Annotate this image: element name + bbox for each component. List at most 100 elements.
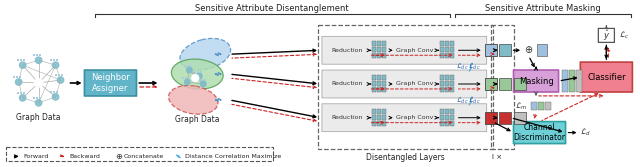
Bar bbox=[513, 112, 525, 124]
Bar bbox=[445, 115, 449, 120]
Ellipse shape bbox=[180, 38, 230, 70]
Text: Graph Conv: Graph Conv bbox=[396, 115, 433, 120]
Bar bbox=[440, 47, 444, 52]
Bar bbox=[440, 115, 444, 120]
Bar bbox=[382, 121, 386, 126]
FancyBboxPatch shape bbox=[580, 62, 632, 92]
Bar bbox=[33, 97, 35, 99]
Text: Disentangled Layers: Disentangled Layers bbox=[366, 153, 445, 162]
Circle shape bbox=[35, 100, 42, 106]
Text: $\hat{y}$: $\hat{y}$ bbox=[603, 28, 610, 43]
Bar bbox=[499, 78, 511, 90]
Bar bbox=[17, 59, 19, 61]
Bar bbox=[499, 112, 511, 124]
Text: Classifier: Classifier bbox=[587, 72, 626, 81]
FancyBboxPatch shape bbox=[513, 70, 559, 92]
Bar bbox=[186, 77, 188, 79]
Bar bbox=[377, 53, 381, 58]
Bar bbox=[188, 77, 190, 79]
Bar bbox=[577, 70, 582, 92]
Circle shape bbox=[58, 77, 64, 83]
Bar bbox=[445, 47, 449, 52]
Bar bbox=[445, 75, 449, 80]
Text: Graph Data: Graph Data bbox=[175, 115, 220, 124]
Circle shape bbox=[15, 79, 22, 85]
Text: Graph Conv: Graph Conv bbox=[396, 48, 433, 53]
Text: Graph Data: Graph Data bbox=[17, 113, 61, 122]
Bar bbox=[440, 81, 444, 86]
Bar bbox=[15, 76, 18, 78]
Bar bbox=[200, 71, 202, 73]
Text: Reduction: Reduction bbox=[331, 115, 363, 120]
Circle shape bbox=[35, 79, 43, 87]
Bar bbox=[49, 59, 52, 61]
Bar bbox=[491, 26, 513, 149]
FancyBboxPatch shape bbox=[84, 70, 136, 96]
Bar bbox=[450, 87, 454, 92]
Text: Graph Conv: Graph Conv bbox=[396, 81, 433, 87]
Bar bbox=[382, 41, 386, 46]
Bar bbox=[440, 109, 444, 114]
Bar bbox=[440, 53, 444, 58]
Bar bbox=[538, 102, 544, 110]
Bar bbox=[19, 76, 20, 78]
Bar bbox=[197, 71, 199, 73]
Bar bbox=[52, 91, 54, 93]
Bar bbox=[372, 121, 376, 126]
Bar bbox=[382, 47, 386, 52]
Bar bbox=[195, 71, 196, 73]
Circle shape bbox=[52, 62, 59, 68]
Circle shape bbox=[19, 95, 26, 101]
Bar bbox=[450, 81, 454, 86]
Bar bbox=[188, 65, 189, 67]
FancyBboxPatch shape bbox=[322, 36, 486, 64]
Bar bbox=[372, 115, 376, 120]
Text: $\mathcal{L}_{dc}$: $\mathcal{L}_{dc}$ bbox=[456, 96, 469, 106]
Bar bbox=[377, 121, 381, 126]
Bar bbox=[545, 102, 551, 110]
Bar bbox=[445, 81, 449, 86]
Bar bbox=[58, 74, 60, 76]
Text: $\mathcal{L}_d$: $\mathcal{L}_d$ bbox=[580, 127, 591, 138]
FancyBboxPatch shape bbox=[513, 122, 566, 144]
Bar bbox=[440, 41, 444, 46]
Bar bbox=[382, 81, 386, 86]
Text: $\mathcal{L}_m$: $\mathcal{L}_m$ bbox=[515, 100, 527, 112]
Text: Concatenate: Concatenate bbox=[124, 154, 164, 159]
Bar bbox=[198, 79, 200, 81]
Bar bbox=[382, 115, 386, 120]
Bar bbox=[20, 92, 22, 94]
Text: l ×: l × bbox=[492, 154, 502, 160]
Bar bbox=[377, 41, 381, 46]
Bar bbox=[377, 109, 381, 114]
Bar bbox=[49, 91, 52, 93]
Bar bbox=[182, 77, 184, 79]
Bar bbox=[17, 92, 19, 94]
Text: Backward: Backward bbox=[70, 154, 100, 159]
Bar bbox=[377, 87, 381, 92]
Circle shape bbox=[192, 75, 199, 81]
Ellipse shape bbox=[172, 59, 223, 89]
Bar bbox=[484, 78, 497, 90]
Bar bbox=[6, 147, 273, 161]
Bar bbox=[184, 65, 186, 67]
Bar bbox=[13, 76, 15, 78]
Bar bbox=[563, 70, 568, 92]
Text: Reduction: Reduction bbox=[331, 81, 363, 87]
Text: Distance Correlation Maximize: Distance Correlation Maximize bbox=[186, 154, 282, 159]
Bar bbox=[372, 53, 376, 58]
Bar bbox=[445, 41, 449, 46]
Bar bbox=[570, 70, 575, 92]
Bar bbox=[450, 121, 454, 126]
Bar bbox=[22, 59, 25, 61]
Bar bbox=[450, 53, 454, 58]
Bar bbox=[190, 65, 192, 67]
Circle shape bbox=[35, 57, 42, 63]
Bar bbox=[36, 54, 38, 56]
Bar bbox=[56, 59, 58, 61]
Bar bbox=[450, 115, 454, 120]
Text: $\mathcal{L}_{dc}$: $\mathcal{L}_{dc}$ bbox=[456, 62, 469, 72]
Circle shape bbox=[523, 45, 534, 56]
Circle shape bbox=[200, 81, 206, 87]
FancyBboxPatch shape bbox=[598, 28, 614, 42]
